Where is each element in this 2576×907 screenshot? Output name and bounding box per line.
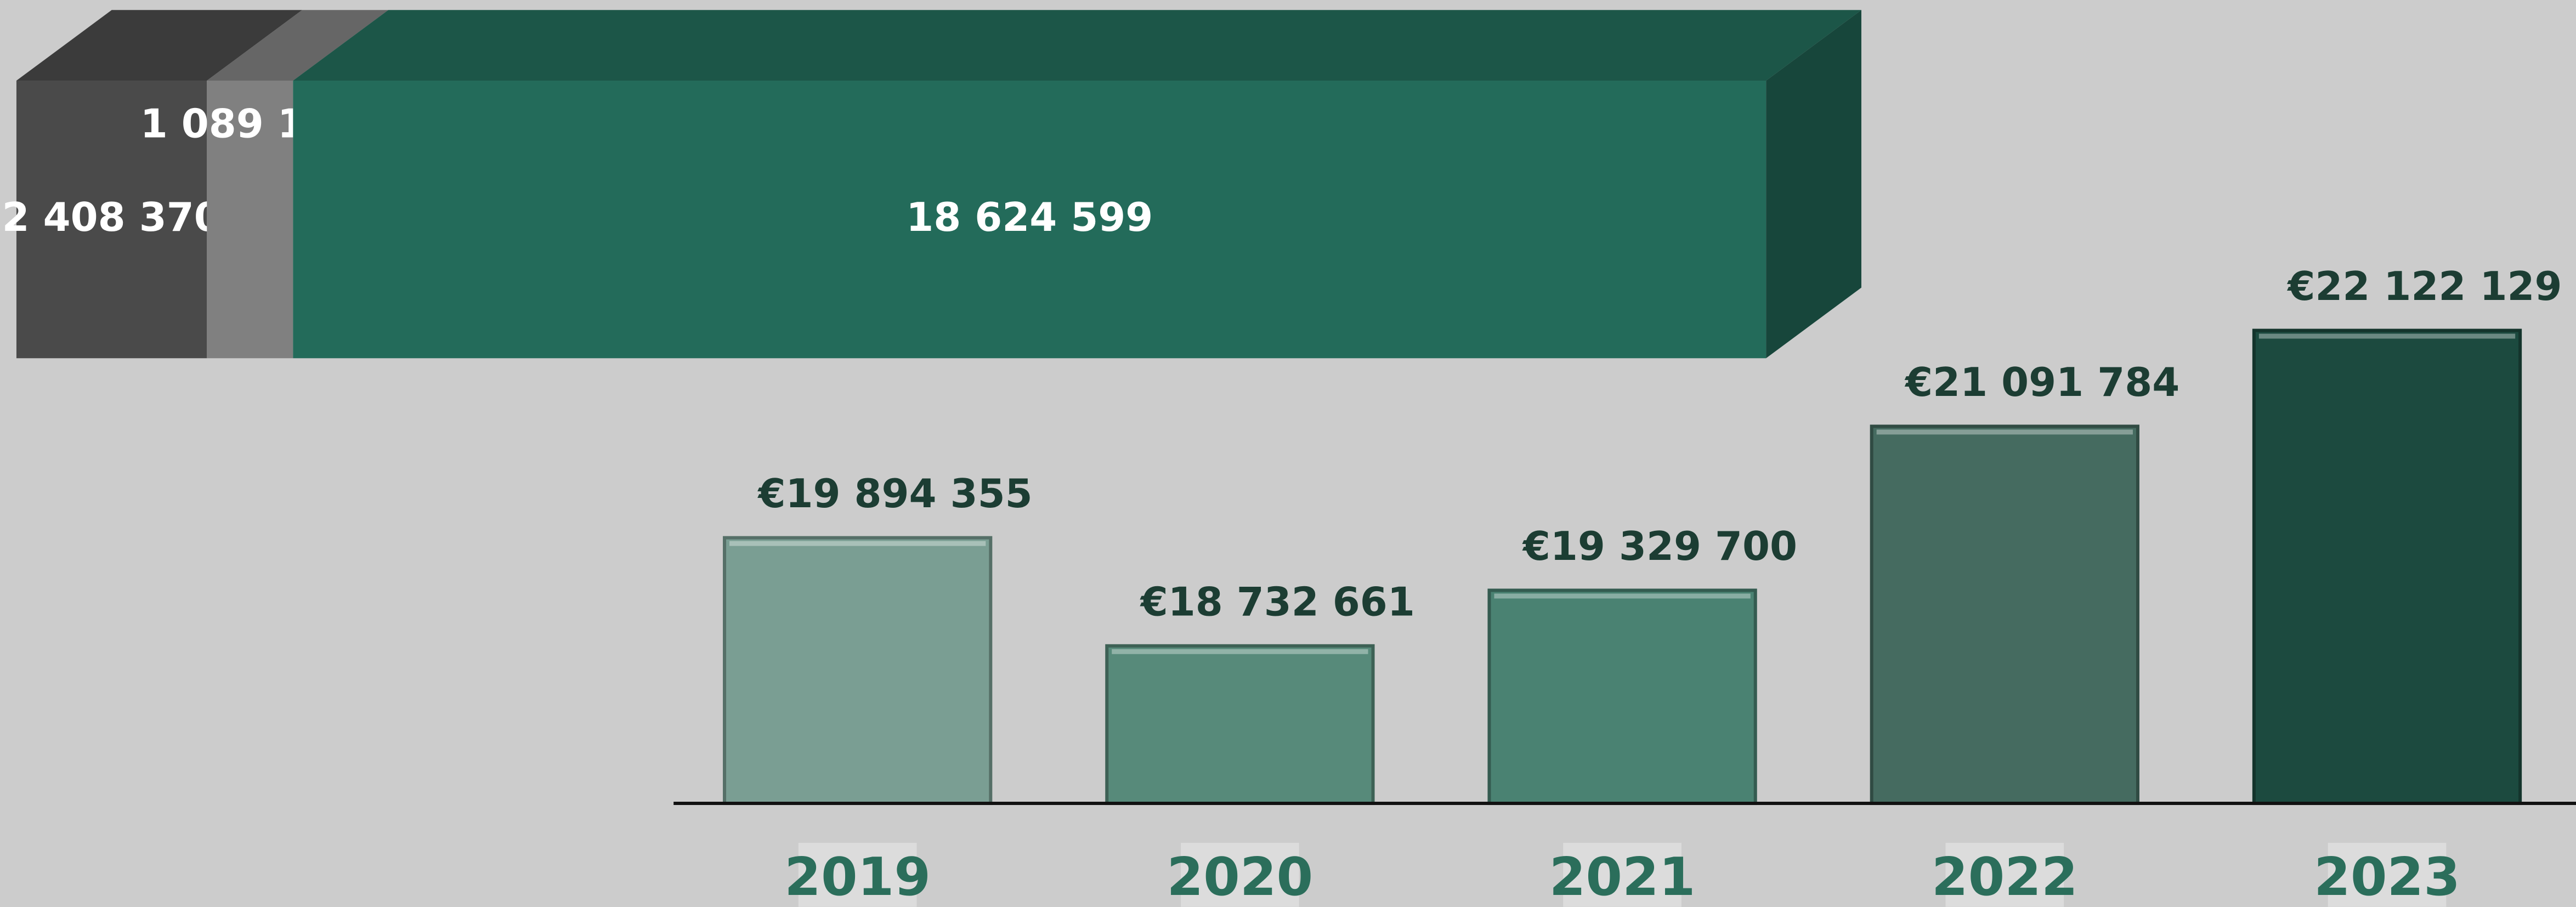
bar-top	[293, 10, 1861, 81]
category-label-bg	[2328, 842, 2447, 907]
bar	[2252, 328, 2522, 806]
x-tick-label: 2022	[1932, 846, 2078, 907]
category-label-bg	[798, 842, 917, 907]
bar	[723, 536, 993, 806]
bar-top	[16, 10, 303, 81]
bar-highlight	[1112, 649, 1368, 654]
bar-top	[207, 10, 389, 81]
x-tick-label: 2020	[1167, 846, 1313, 907]
category-label-bg	[1181, 842, 1299, 907]
data-label: €22 122 129	[2286, 263, 2562, 309]
bar-side	[1766, 10, 1861, 359]
bar	[1105, 644, 1375, 806]
data-label: €19 894 355	[757, 470, 1032, 517]
bar-highlight	[2258, 333, 2516, 339]
x-tick-label: 2019	[784, 846, 931, 907]
bar-segment	[16, 81, 207, 359]
category-label-bg	[1945, 842, 2064, 907]
category-label-bg	[1563, 842, 1682, 907]
bar	[1870, 424, 2139, 806]
x-tick-label: 2021	[1549, 846, 1696, 907]
bar-highlight	[1876, 429, 2133, 435]
data-label: €19 329 700	[1522, 523, 1797, 569]
data-label: €18 732 661	[1140, 579, 1415, 625]
bar-highlight	[729, 541, 986, 546]
data-label: 2 408 370	[2, 194, 222, 240]
data-label: €21 091 784	[1904, 359, 2179, 405]
bar-highlight	[1494, 593, 1751, 599]
data-label: 18 624 599	[906, 194, 1153, 240]
bar-segment	[207, 81, 293, 359]
bar-segment	[293, 81, 1767, 359]
bar	[1487, 588, 1757, 806]
x-tick-label: 2023	[2314, 846, 2460, 907]
